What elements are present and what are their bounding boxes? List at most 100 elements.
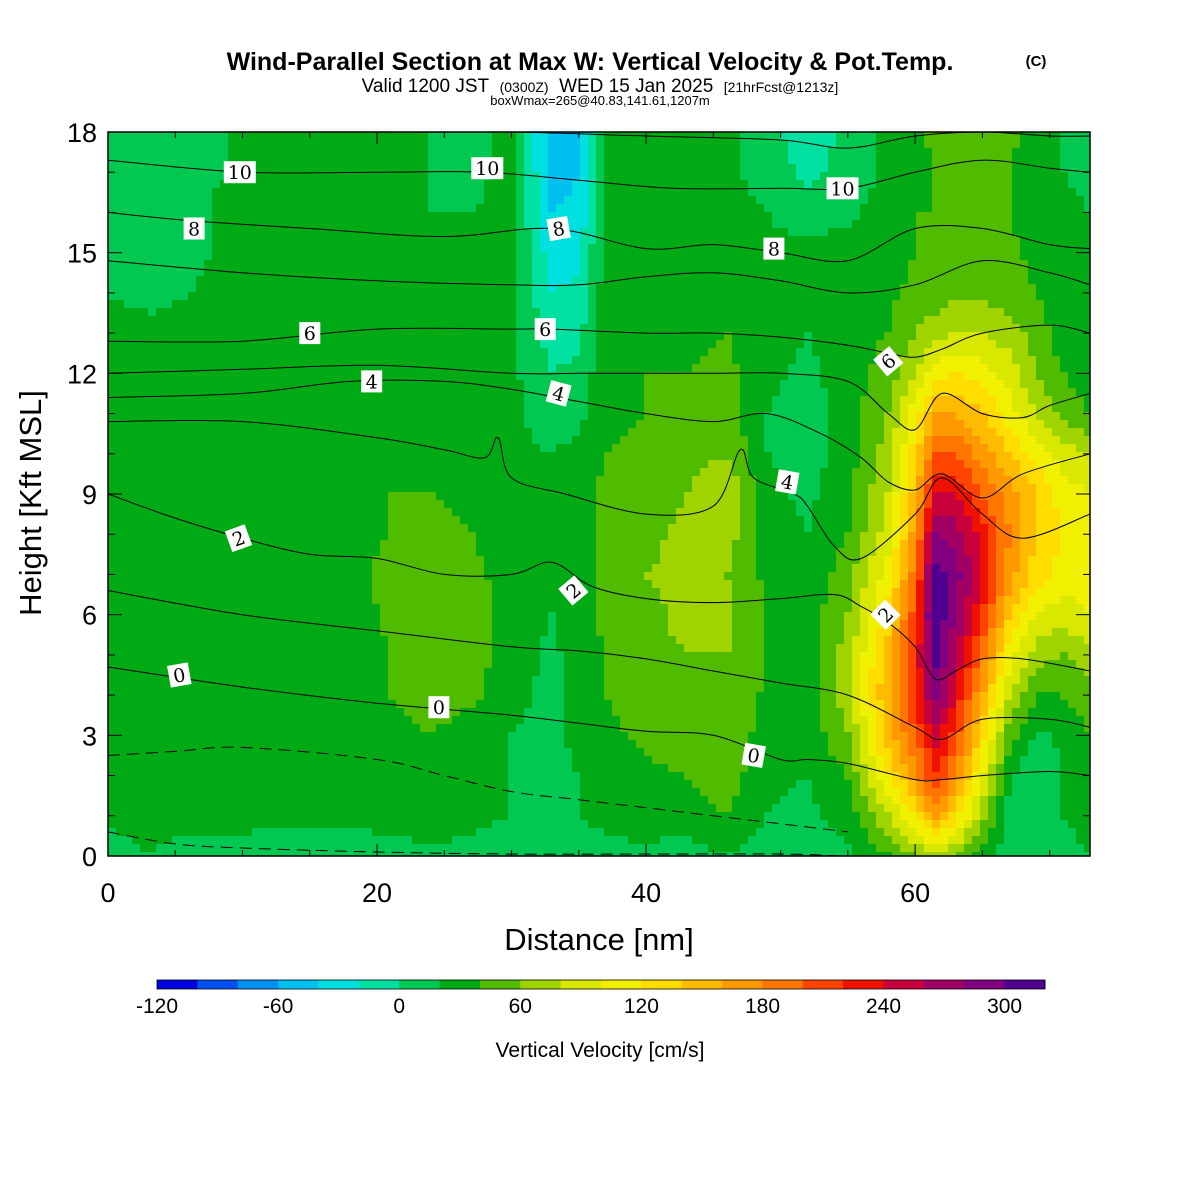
w-field-cell [292, 196, 301, 205]
w-field-cell [756, 260, 765, 269]
w-field-cell [972, 252, 981, 261]
w-field-cell [700, 180, 709, 189]
w-field-cell [988, 204, 997, 213]
w-field-cell [292, 380, 301, 389]
w-field-cell [916, 372, 925, 381]
w-field-cell [820, 308, 829, 317]
w-field-cell [948, 156, 957, 165]
w-field-cell [300, 380, 309, 389]
w-field-cell [508, 428, 517, 437]
w-field-cell [620, 292, 629, 301]
w-field-cell [420, 236, 429, 245]
w-field-cell [716, 340, 725, 349]
w-field-cell [140, 436, 149, 445]
w-field-cell [860, 252, 869, 261]
w-field-cell [548, 284, 557, 293]
w-field-cell [1028, 276, 1037, 285]
w-field-cell [228, 156, 237, 165]
w-field-cell [788, 324, 797, 333]
w-field-cell [828, 316, 837, 325]
w-field-cell [604, 428, 613, 437]
w-field-cell [724, 316, 733, 325]
w-field-cell [932, 324, 941, 333]
w-field-cell [836, 420, 845, 429]
w-field-cell [836, 332, 845, 341]
w-field-cell [780, 436, 789, 445]
w-field-cell [324, 420, 333, 429]
w-field-cell [388, 284, 397, 293]
w-field-cell [828, 148, 837, 157]
w-field-cell [492, 260, 501, 269]
w-field-cell [700, 436, 709, 445]
w-field-cell [388, 268, 397, 277]
w-field-cell [460, 452, 469, 461]
w-field-cell [892, 444, 901, 453]
w-field-cell [468, 412, 477, 421]
w-field-cell [604, 420, 613, 429]
w-field-cell [308, 252, 317, 261]
w-field-cell [588, 220, 597, 229]
w-field-cell [236, 284, 245, 293]
w-field-cell [948, 284, 957, 293]
w-field-cell [1012, 364, 1021, 373]
w-field-cell [612, 324, 621, 333]
w-field-cell [892, 228, 901, 237]
w-field-cell [828, 396, 837, 405]
w-field-cell [188, 204, 197, 213]
w-field-cell [876, 348, 885, 357]
w-field-cell [812, 316, 821, 325]
w-field-cell [156, 188, 165, 197]
w-field-cell [268, 148, 277, 157]
w-field-cell [148, 188, 157, 197]
w-field-cell [1028, 332, 1037, 341]
w-field-cell [476, 316, 485, 325]
w-field-cell [420, 332, 429, 341]
w-field-cell [940, 348, 949, 357]
w-field-cell [340, 148, 349, 157]
w-field-cell [116, 404, 125, 413]
w-field-cell [164, 244, 173, 253]
w-field-cell [940, 172, 949, 181]
w-field-cell [324, 268, 333, 277]
w-field-cell [764, 284, 773, 293]
w-field-cell [580, 196, 589, 205]
w-field-cell [684, 172, 693, 181]
w-field-cell [692, 268, 701, 277]
w-field-cell [732, 316, 741, 325]
w-field-cell [140, 180, 149, 189]
w-field-cell [500, 380, 509, 389]
w-field-cell [1044, 348, 1053, 357]
w-field-cell [996, 196, 1005, 205]
w-field-cell [236, 388, 245, 397]
w-field-cell [660, 444, 669, 453]
w-field-cell [756, 420, 765, 429]
w-field-cell [252, 356, 261, 365]
w-field-cell [564, 420, 573, 429]
w-field-cell [740, 340, 749, 349]
w-field-cell [1012, 268, 1021, 277]
w-field-cell [1084, 140, 1090, 149]
w-field-cell [748, 436, 757, 445]
w-field-cell [196, 164, 205, 173]
w-field-cell [676, 428, 685, 437]
w-field-cell [708, 388, 717, 397]
w-field-cell [188, 412, 197, 421]
w-field-cell [140, 420, 149, 429]
w-field-cell [292, 444, 301, 453]
w-field-cell [300, 260, 309, 269]
w-field-cell [724, 356, 733, 365]
w-field-cell [1076, 196, 1085, 205]
w-field-cell [124, 404, 133, 413]
w-field-cell [700, 252, 709, 261]
w-field-cell [844, 148, 853, 157]
w-field-cell [340, 260, 349, 269]
w-field-cell [644, 340, 653, 349]
w-field-cell [164, 452, 173, 461]
w-field-cell [220, 388, 229, 397]
w-field-cell [156, 244, 165, 253]
w-field-cell [556, 412, 565, 421]
w-field-cell [228, 284, 237, 293]
w-field-cell [596, 252, 605, 261]
w-field-cell [780, 180, 789, 189]
w-field-cell [556, 324, 565, 333]
